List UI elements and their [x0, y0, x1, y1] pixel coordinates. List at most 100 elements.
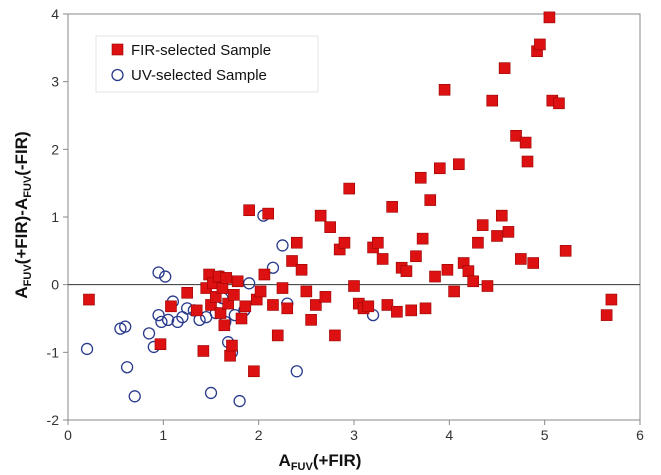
uv-point [80, 342, 94, 356]
fir-point [235, 312, 248, 325]
fir-point [481, 280, 494, 292]
fir-point [381, 299, 394, 311]
fir-point [329, 329, 341, 342]
legend-label-uv: UV-selected Sample [131, 67, 267, 84]
fir-point [502, 226, 515, 238]
x-tick-label: 4 [445, 427, 453, 443]
fir-point [239, 300, 252, 313]
fir-point [424, 194, 437, 206]
fir-point [338, 236, 351, 249]
fir-point [521, 155, 534, 168]
fir-point [362, 300, 375, 313]
y-tick-label: 1 [51, 209, 59, 225]
fir-point [324, 221, 336, 233]
fir-point [462, 265, 475, 277]
y-tick-label: 2 [51, 141, 59, 157]
fir-point [414, 171, 427, 184]
fir-point [262, 207, 275, 220]
fir-point [319, 291, 332, 303]
fir-point [214, 307, 227, 319]
uv-point [119, 320, 132, 333]
fir-point [441, 263, 454, 276]
fir-point [226, 339, 238, 352]
fir-point [429, 270, 441, 283]
fir-point [391, 305, 403, 318]
fir-point [515, 253, 527, 265]
fir-point [243, 204, 255, 217]
fir-point [527, 257, 540, 269]
axis-ticks: 0 1 2 3 4 5 6 -2 -1 0 1 2 3 4 [47, 6, 645, 443]
legend-marker-uv [111, 68, 124, 82]
uv-point [161, 313, 175, 327]
fir-point [372, 236, 384, 249]
uv-point [142, 327, 156, 340]
data-points [80, 11, 618, 408]
fir-point [386, 201, 398, 213]
fir-point [216, 282, 229, 294]
x-tick-label: 0 [64, 427, 72, 443]
x-tick-label: 3 [350, 427, 358, 443]
fir-point [543, 11, 556, 24]
uv-point [290, 365, 303, 378]
fir-point [231, 275, 244, 288]
uv-point [120, 361, 134, 374]
legend-label-fir: FIR-selected Sample [131, 42, 271, 59]
uv-point [276, 239, 289, 252]
fir-point [472, 236, 484, 249]
fir-point [486, 94, 499, 107]
fir-point [476, 219, 489, 231]
uv-point [233, 394, 246, 408]
fir-point [491, 230, 503, 242]
fir-point [305, 314, 317, 326]
fir-point [286, 255, 298, 267]
fir-point [467, 275, 479, 288]
fir-point [559, 245, 572, 257]
y-tick-label: 3 [51, 74, 59, 90]
x-tick-label: 6 [636, 427, 644, 443]
uv-point [242, 277, 256, 290]
fir-point [181, 286, 193, 299]
fir-point [276, 282, 289, 294]
fir-point [405, 304, 418, 317]
fir-point [498, 62, 511, 74]
fir-point [419, 302, 432, 315]
fir-point [348, 280, 360, 292]
fir-point [416, 232, 429, 245]
x-tick-label: 5 [541, 427, 549, 443]
fir-point [190, 304, 203, 317]
fir-point [448, 285, 460, 298]
fir-point [410, 250, 422, 263]
fir-point [453, 158, 465, 171]
fir-point [314, 209, 327, 222]
y-tick-label: -2 [47, 412, 60, 428]
fir-point [224, 349, 236, 362]
fir-point [267, 299, 279, 311]
uv-point [152, 308, 165, 322]
fir-point [519, 136, 532, 149]
fir-point [165, 300, 177, 313]
fir-point [209, 291, 222, 303]
y-tick-label: 0 [51, 277, 59, 293]
legend: FIR-selected Sample UV-selected Sample [95, 35, 319, 93]
fir-point [300, 285, 313, 298]
fir-point [220, 272, 233, 284]
y-tick-label: 4 [51, 6, 59, 22]
fir-point [271, 329, 284, 342]
fir-point [510, 130, 522, 142]
fir-point [228, 289, 240, 301]
fir-point [495, 209, 508, 222]
fir-point [310, 299, 322, 311]
uv-point [159, 270, 172, 283]
legend-box [95, 35, 319, 93]
fir-point [605, 293, 618, 306]
fir-point [400, 265, 413, 277]
fir-point [553, 97, 565, 110]
fir-point [258, 268, 271, 281]
x-tick-label: 1 [159, 427, 167, 443]
fir-point [281, 302, 294, 315]
uv-point [152, 266, 165, 279]
legend-marker-fir [111, 43, 124, 56]
fir-point [290, 236, 303, 249]
fir-point [197, 345, 210, 357]
y-axis-label: AFUV(+FIR)-AFUV(-FIR) [12, 131, 34, 298]
